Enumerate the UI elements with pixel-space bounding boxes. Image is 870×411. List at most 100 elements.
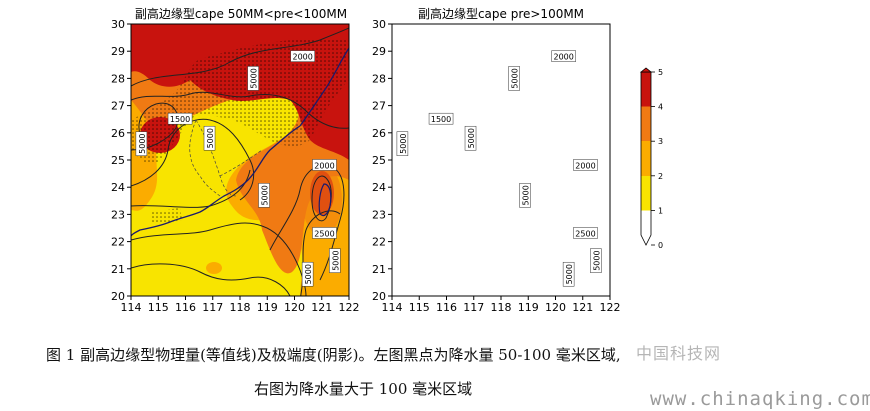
right-panel-title: 副高边缘型cape pre>100MM	[418, 6, 584, 21]
watermark-logo: 中国科技网	[636, 344, 722, 363]
contour-label-box	[135, 131, 148, 156]
contour-label-text: 5000	[331, 250, 340, 270]
right-contour-labels: 2000 5000 1500 5000 5000 2000 5000 2500 5000 5000	[396, 50, 602, 287]
y-tick-label: 30	[111, 18, 125, 31]
x-tick-label: 120	[545, 301, 566, 314]
contour-label: 1500	[167, 112, 193, 125]
y-tick-label: 29	[372, 45, 386, 58]
contour-label-text: 1500	[431, 115, 451, 124]
colorbar-ticks: 0 1 2 3 4 5	[651, 68, 663, 250]
figure-panels: 副高边缘型cape 50MM<pre<100MM	[111, 6, 663, 314]
stipple-over-100mm	[541, 32, 610, 112]
contour-label-box	[573, 227, 598, 239]
contour-label: 5000	[396, 131, 409, 156]
figure-caption-line1: 图 1 副高边缘型物理量(等值线)及极端度(阴影)。左图黑点为降水量 50-10…	[46, 346, 621, 364]
contour-label-text: 5000	[467, 128, 476, 148]
contour-label: 1500	[428, 112, 454, 125]
x-tick-label: 118	[230, 301, 251, 314]
x-tick-label: 116	[436, 301, 457, 314]
contour-label-text: 5000	[206, 128, 215, 148]
y-tick-label: 22	[372, 236, 386, 249]
y-tick-label: 26	[111, 127, 125, 140]
y-tick-label: 30	[372, 18, 386, 31]
shade-level2-spot	[206, 262, 222, 274]
colorbar-tick-label: 3	[658, 137, 663, 146]
contour-label-box	[247, 66, 259, 91]
y-tick-label: 27	[111, 100, 125, 113]
colorbar-tick-label: 4	[658, 103, 663, 112]
y-tick-label: 23	[111, 208, 125, 221]
y-tick-label: 26	[372, 127, 386, 140]
y-tick-label: 25	[372, 154, 386, 167]
contour-label-box	[301, 261, 314, 287]
left-panel-title: 副高边缘型cape 50MM<pre<100MM	[135, 6, 347, 21]
coastline	[299, 47, 349, 127]
x-tick-label: 122	[600, 301, 621, 314]
x-tick-label: 119	[518, 301, 539, 314]
contour-label-text: 5000	[399, 134, 408, 154]
colorbar-top-arrow	[639, 67, 653, 73]
contour-label-text: 2000	[553, 53, 573, 62]
contour-label: 5000	[258, 183, 270, 208]
contour-label-text: 5000	[261, 185, 270, 205]
contour-label-box	[551, 50, 576, 62]
y-tick-label: 25	[111, 154, 125, 167]
shade-level4-spot	[571, 171, 595, 215]
contour-label-box	[312, 159, 337, 171]
contour-label: 5000	[135, 131, 148, 156]
colorbar-body	[640, 71, 652, 246]
contour-label-text: 5000	[304, 264, 313, 284]
y-tick-label: 20	[111, 290, 125, 303]
x-tick-label: 114	[382, 301, 403, 314]
contour-label: 5000	[464, 125, 477, 151]
taiwan-outline	[580, 184, 592, 216]
shade-level4	[392, 24, 610, 160]
coastline	[392, 126, 561, 236]
contour-label-text: 5000	[138, 134, 147, 154]
x-tick-label: 121	[572, 301, 593, 314]
contour-label-text: 2500	[314, 229, 334, 238]
colorbar-tick-label: 0	[658, 241, 663, 250]
contour-label-text: 5000	[592, 250, 601, 270]
watermark-url: www.chinaqking.com	[650, 388, 870, 410]
contour-label-text: 5000	[522, 185, 531, 205]
colorbar-tick-label: 1	[658, 206, 663, 215]
contour-label: 2500	[312, 227, 337, 239]
contour-label-box	[312, 227, 337, 239]
contour-label: 2000	[573, 159, 598, 171]
y-tick-label: 21	[372, 263, 386, 276]
contour-label: 5000	[247, 66, 259, 91]
province-borders	[189, 119, 263, 197]
y-tick-label: 28	[111, 72, 125, 85]
contour-label-box	[519, 183, 531, 208]
x-tick-label: 120	[284, 301, 305, 314]
contour-label-box	[508, 66, 520, 91]
x-tick-label: 119	[257, 301, 278, 314]
y-tick-label: 21	[111, 263, 125, 276]
y-tick-label: 20	[372, 290, 386, 303]
contour-label-text: 5000	[511, 68, 520, 88]
contour-label-box	[464, 125, 477, 151]
contour-label-box	[203, 125, 216, 151]
contour-label-box	[396, 131, 409, 156]
contour-label-box	[573, 159, 598, 171]
stipple-50-100mm	[131, 39, 349, 165]
y-tick-label: 28	[372, 72, 386, 85]
contour-label: 2000	[551, 50, 576, 62]
x-tick-label: 122	[339, 301, 360, 314]
contour-label-box	[258, 183, 270, 208]
x-tick-label: 118	[491, 301, 512, 314]
x-tick-label: 116	[175, 301, 196, 314]
contour-label-text: 2500	[575, 229, 595, 238]
contour-label: 5000	[508, 66, 520, 91]
contour-label: 5000	[562, 261, 575, 287]
figure-caption-line2: 右图为降水量大于 100 毫米区域	[254, 380, 473, 398]
y-tick-label: 24	[111, 181, 125, 194]
contour-label: 5000	[203, 125, 216, 151]
y-tick-label: 29	[111, 45, 125, 58]
contour-label-box	[428, 112, 454, 125]
contour-label: 5000	[329, 248, 341, 273]
y-tick-label: 27	[372, 100, 386, 113]
contour-label: 5000	[301, 261, 314, 287]
contour-label: 2500	[573, 227, 598, 239]
